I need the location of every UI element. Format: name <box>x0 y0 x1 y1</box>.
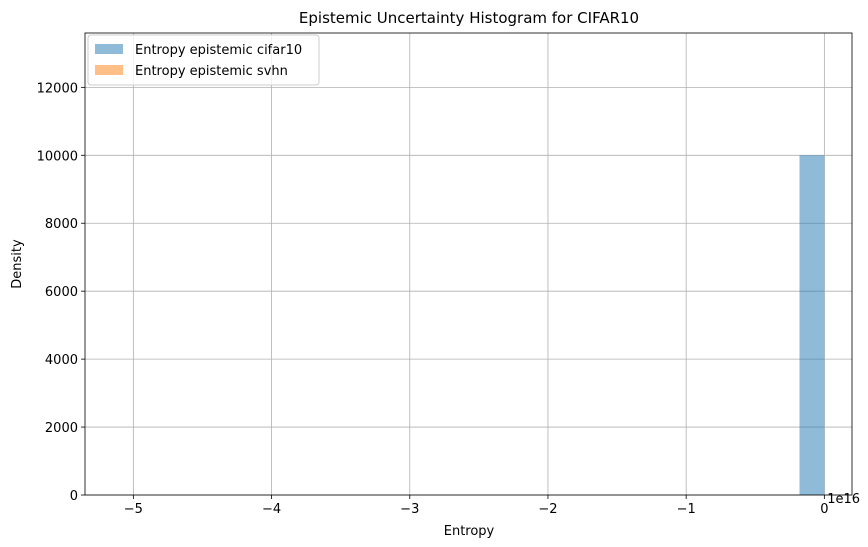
legend-swatch-svhn <box>95 65 123 75</box>
legend: Entropy epistemic cifar10 Entropy episte… <box>87 34 320 86</box>
plot-frame <box>84 32 853 496</box>
legend-swatch-cifar10 <box>95 44 123 54</box>
ticks-layer: −5 −4 −3 −2 −1 0 0 2000 4000 6000 8000 10000 12000 <box>37 81 829 517</box>
legend-box <box>87 34 320 86</box>
x-axis-label: Entropy <box>444 524 495 539</box>
y-tick-label: 4000 <box>45 353 78 368</box>
y-tick-label: 10000 <box>37 149 78 164</box>
y-tick-label: 0 <box>70 489 78 504</box>
x-tick-label: −4 <box>262 502 281 517</box>
bars-layer <box>799 155 825 495</box>
x-tick-label: −5 <box>124 502 143 517</box>
x-tick-label: 0 <box>820 502 828 517</box>
legend-label-cifar10: Entropy epistemic cifar10 <box>135 43 302 58</box>
chart-title: Epistemic Uncertainty Histogram for CIFA… <box>299 9 639 27</box>
x-tick-label: −1 <box>677 502 696 517</box>
y-tick-label: 12000 <box>37 81 78 96</box>
y-axis-label: Density <box>10 239 25 289</box>
y-tick-label: 8000 <box>45 217 78 232</box>
y-tick-label: 2000 <box>45 421 78 436</box>
x-tick-label: −2 <box>538 502 557 517</box>
x-tick-label: −3 <box>400 502 419 517</box>
y-tick-label: 6000 <box>45 285 78 300</box>
x-offset-label: 1e16 <box>827 492 860 507</box>
histogram-bar <box>799 155 825 495</box>
legend-label-svhn: Entropy epistemic svhn <box>135 64 288 79</box>
